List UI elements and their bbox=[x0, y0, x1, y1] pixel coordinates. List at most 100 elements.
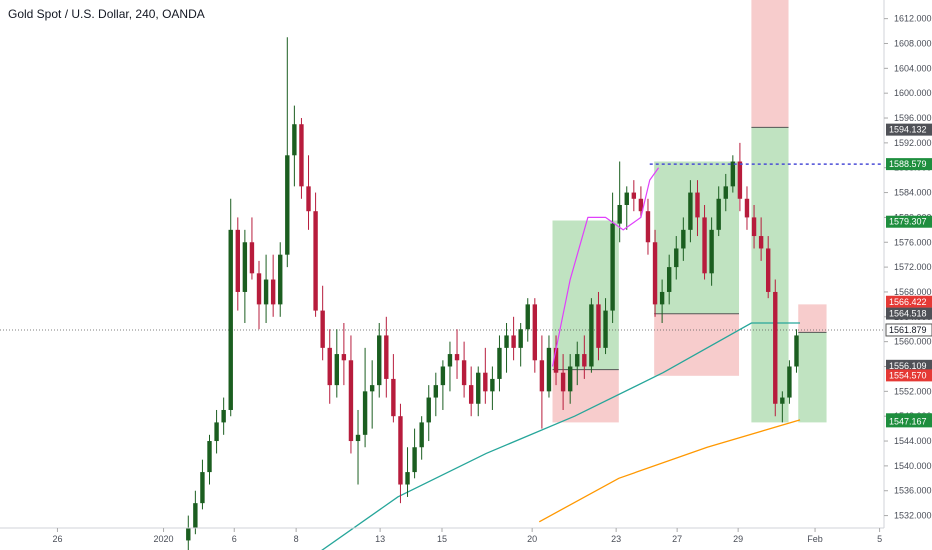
candle-body bbox=[454, 354, 460, 361]
price-tick-label: 1576.000 bbox=[894, 237, 932, 247]
candle bbox=[631, 180, 637, 212]
candle-body bbox=[419, 422, 424, 448]
price-badge: 1579.307 bbox=[886, 215, 932, 228]
candle-body bbox=[575, 354, 580, 367]
candle bbox=[377, 323, 382, 398]
candle-body bbox=[412, 447, 417, 473]
candle bbox=[596, 291, 601, 361]
candle bbox=[652, 229, 658, 317]
candle bbox=[589, 298, 594, 373]
candle-body bbox=[207, 441, 212, 473]
candle-body bbox=[659, 291, 665, 305]
time-axis[interactable]: 26 2020 6 8 13 15 20 23 27 29 Feb 5 bbox=[0, 527, 884, 544]
time-tick-label: 23 bbox=[611, 534, 621, 544]
price-axis[interactable]: 1612.000 1608.000 1604.000 1600.000 1596.000… bbox=[883, 0, 932, 528]
price-tick-label: 1536.000 bbox=[894, 486, 932, 496]
candle bbox=[624, 186, 629, 230]
candle bbox=[709, 217, 714, 286]
candle bbox=[228, 198, 233, 417]
candle-body bbox=[744, 198, 750, 218]
candle bbox=[504, 323, 509, 373]
candle-body bbox=[610, 223, 615, 311]
candle-body bbox=[631, 192, 637, 199]
candle bbox=[348, 335, 354, 454]
candle-body bbox=[511, 335, 516, 348]
candle bbox=[638, 186, 644, 218]
candle-body bbox=[278, 254, 283, 305]
time-tick-label: 29 bbox=[733, 534, 743, 544]
candle-body bbox=[794, 335, 799, 367]
price-tick-label: 1572.000 bbox=[894, 262, 932, 272]
candle bbox=[780, 391, 785, 423]
candle bbox=[412, 428, 417, 479]
candle-body bbox=[377, 335, 382, 386]
candle bbox=[497, 335, 502, 392]
price-badge-bg bbox=[886, 415, 932, 428]
candle-body bbox=[553, 347, 559, 373]
candle bbox=[320, 285, 325, 361]
candle bbox=[433, 372, 439, 417]
price-badge-label: 1556.109 bbox=[889, 361, 927, 371]
candle bbox=[235, 217, 240, 311]
candle bbox=[610, 192, 615, 324]
price-badge-label: 1566.422 bbox=[889, 297, 927, 307]
candle-body bbox=[249, 242, 255, 274]
price-tick-label: 1600.000 bbox=[894, 88, 932, 98]
candle-body bbox=[674, 248, 679, 268]
time-tick-label: 20 bbox=[527, 534, 537, 544]
candle-body bbox=[405, 472, 410, 485]
candle-body bbox=[256, 273, 262, 305]
candle-body bbox=[688, 192, 693, 230]
candle-body bbox=[299, 124, 304, 187]
candle-body bbox=[596, 304, 601, 348]
candle bbox=[263, 254, 269, 324]
candle-body bbox=[617, 204, 622, 224]
candle bbox=[249, 217, 255, 280]
candle bbox=[214, 409, 219, 454]
candle bbox=[645, 198, 651, 255]
candle bbox=[299, 118, 304, 199]
candle-body bbox=[263, 279, 269, 305]
candle-body bbox=[313, 211, 318, 311]
price-badge-label: 1564.518 bbox=[889, 309, 927, 319]
candle-body bbox=[751, 217, 757, 237]
candle-body bbox=[716, 198, 721, 230]
candle bbox=[603, 298, 608, 355]
candle-body bbox=[200, 472, 205, 504]
candles bbox=[186, 37, 799, 550]
candle bbox=[751, 204, 757, 249]
candle bbox=[765, 236, 771, 299]
candle-body bbox=[461, 360, 467, 386]
price-tick-label: 1596.000 bbox=[894, 113, 932, 123]
candle bbox=[334, 329, 340, 398]
candle bbox=[476, 366, 481, 417]
price-tick-label: 1592.000 bbox=[894, 138, 932, 148]
candle-body bbox=[709, 229, 714, 274]
candle-body bbox=[787, 366, 792, 398]
candle-body bbox=[327, 347, 332, 386]
price-tick-label: 1540.000 bbox=[894, 461, 932, 471]
candle bbox=[355, 409, 361, 485]
time-tick-label: 2020 bbox=[154, 534, 174, 544]
price-badge: 1547.167 bbox=[886, 415, 932, 428]
candle-body bbox=[483, 372, 488, 392]
candle bbox=[773, 279, 778, 417]
candle-body bbox=[582, 354, 587, 367]
candle-body bbox=[391, 378, 396, 417]
candle bbox=[391, 354, 396, 423]
price-badge-bg bbox=[886, 295, 932, 308]
candle bbox=[532, 298, 538, 373]
green-moving-average bbox=[321, 322, 801, 550]
price-badge: 1594.132 bbox=[886, 123, 932, 136]
candle-body bbox=[221, 409, 226, 423]
candle-body bbox=[468, 385, 474, 404]
price-tick-label: 1552.000 bbox=[894, 386, 932, 396]
candle-body bbox=[525, 304, 530, 330]
price-badge-bg bbox=[886, 215, 932, 228]
candle bbox=[362, 347, 368, 448]
candle-body bbox=[426, 397, 431, 423]
price-tick-label: 1608.000 bbox=[894, 38, 932, 48]
candle bbox=[575, 341, 580, 386]
candle-body bbox=[355, 434, 361, 442]
